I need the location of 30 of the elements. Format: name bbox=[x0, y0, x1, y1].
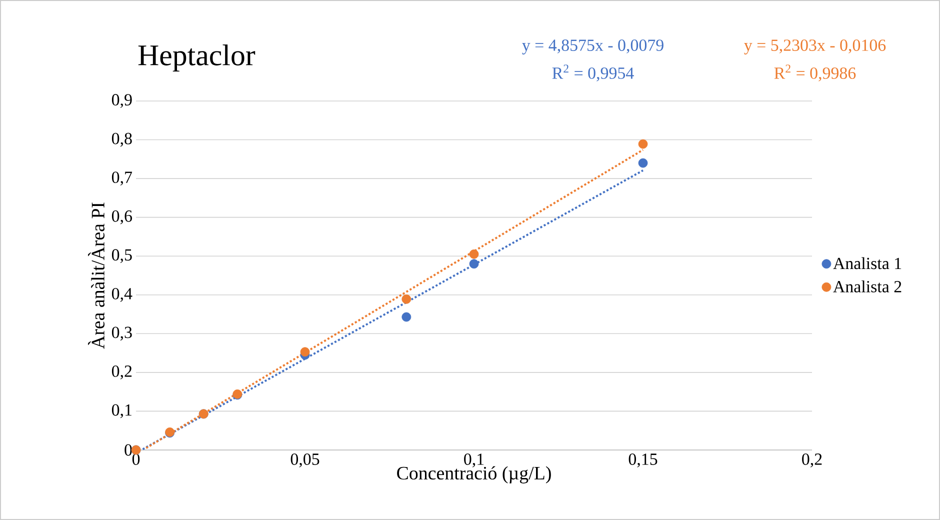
text: R$^{2}$ = 0,9954 bbox=[552, 64, 634, 82]
legend-label: Analista 2 bbox=[833, 280, 902, 292]
y-tick-label: 0 bbox=[124, 444, 132, 456]
y-tick-label: 0,5 bbox=[112, 249, 132, 264]
point bbox=[638, 139, 648, 149]
legend-label: Analista 1 bbox=[833, 257, 902, 270]
y-tick-label: 0,6 bbox=[112, 210, 132, 224]
x-axis-title: Concentració (µg/L) bbox=[397, 466, 551, 484]
x-tick-label: 0,1 bbox=[464, 454, 484, 468]
point bbox=[638, 158, 648, 168]
y-tick-label: 0,8 bbox=[112, 132, 132, 147]
x-tick-label: 0,15 bbox=[628, 454, 658, 468]
text: y = 5,2303x - 0,0106 bbox=[744, 40, 886, 54]
point bbox=[469, 249, 479, 259]
chart-title: Heptaclor bbox=[138, 44, 256, 72]
point bbox=[300, 347, 310, 357]
y-tick-label: 0,7 bbox=[112, 172, 132, 186]
y-tick-label: 0,2 bbox=[112, 365, 132, 380]
x-tick-label: 0,2 bbox=[802, 454, 822, 468]
y-axis-title: Àrea anàlit/Àrea PI bbox=[88, 202, 104, 349]
y-tick-label: 0,9 bbox=[112, 94, 132, 108]
y-tick-label: 0,1 bbox=[112, 404, 132, 418]
point bbox=[469, 259, 479, 269]
y-tick-label: 0,4 bbox=[112, 288, 132, 302]
point bbox=[402, 312, 412, 322]
text: y = 4,8575x - 0,0079 bbox=[522, 40, 664, 54]
point bbox=[402, 294, 412, 304]
x-tick-label: 0,05 bbox=[290, 454, 320, 468]
y-tick-label: 0,3 bbox=[112, 326, 132, 341]
text: R$^{2}$ = 0,9986 bbox=[774, 64, 856, 82]
